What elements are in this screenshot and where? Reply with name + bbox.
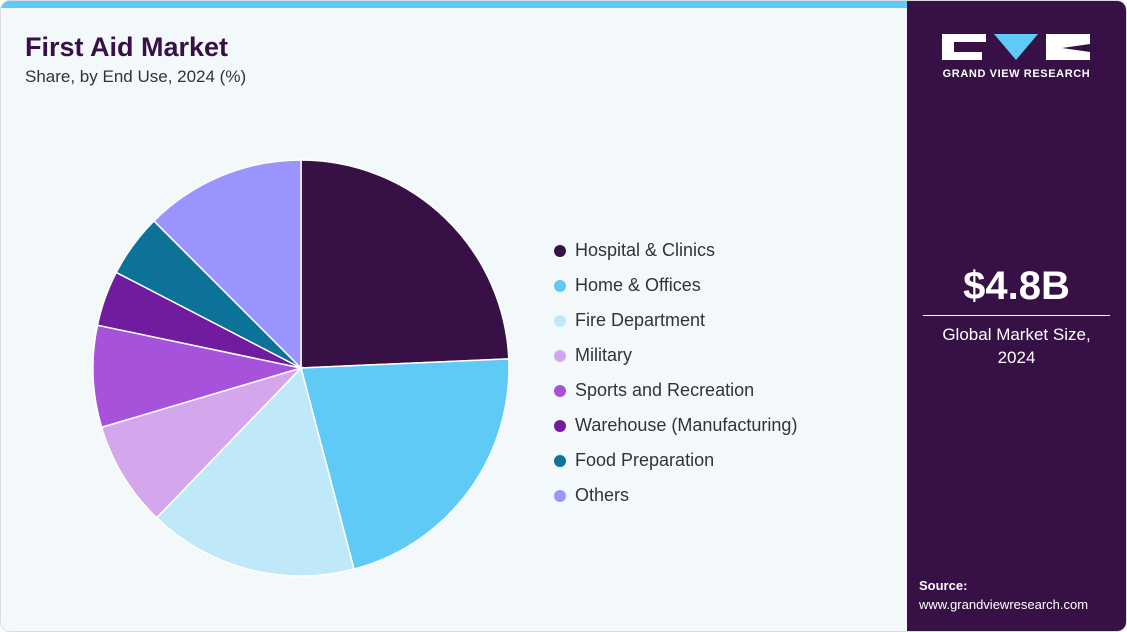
- chart-panel: First Aid Market Share, by End Use, 2024…: [1, 8, 907, 631]
- pie-slice-home-offices: [300, 358, 510, 571]
- pie-slice-fire-department: [155, 366, 355, 577]
- legend-item-warehouse-manufacturing: Warehouse (Manufacturing): [554, 408, 797, 443]
- legend-item-military: Military: [554, 338, 797, 373]
- chart-legend: Hospital & Clinics Home & Offices Fire Dep…: [554, 233, 797, 513]
- legend-swatch: [554, 244, 566, 257]
- chart-subtitle: Share, by End Use, 2024 (%): [25, 67, 247, 86]
- legend-swatch: [554, 384, 566, 397]
- market-size-caption: Global Market Size, 2024: [942, 325, 1091, 367]
- legend-item-food-preparation: Food Preparation: [554, 443, 797, 478]
- sidebar: GRAND VIEW RESEARCH $4.8B Global Market …: [907, 1, 1126, 631]
- brand-name: GRAND VIEW RESEARCH: [942, 68, 1091, 80]
- legend-label: Food Preparation: [575, 450, 715, 470]
- legend-item-others: Others: [554, 478, 797, 513]
- legend-item-fire-department: Fire Department: [554, 303, 797, 338]
- pie-slice-others: [152, 159, 302, 370]
- legend-label: Military: [575, 345, 632, 365]
- pie-slice-military: [100, 366, 304, 519]
- divider: [923, 315, 1110, 316]
- legend-swatch: [554, 454, 566, 467]
- accent-bar: [1, 1, 907, 8]
- source-label: Source:: [919, 578, 968, 593]
- legend-swatch: [554, 419, 566, 432]
- legend-item-home-offices: Home & Offices: [554, 268, 797, 303]
- legend-label: Home & Offices: [575, 275, 701, 295]
- legend-swatch: [554, 489, 566, 502]
- legend-label: Others: [575, 485, 630, 505]
- legend-swatch: [554, 279, 566, 292]
- legend-item-hospital-clinics: Hospital & Clinics: [554, 233, 797, 268]
- market-size-value: $4.8B: [963, 264, 1070, 308]
- legend-label: Hospital & Clinics: [575, 240, 716, 260]
- legend-swatch: [554, 314, 566, 327]
- legend-label: Sports and Recreation: [575, 380, 755, 400]
- source-url[interactable]: www.grandviewresearch.com: [919, 597, 1089, 612]
- gvr-logo-icon: [942, 34, 1090, 60]
- legend-label: Warehouse (Manufacturing): [575, 415, 798, 435]
- pie-chart: [92, 159, 510, 577]
- legend-label: Fire Department: [575, 310, 706, 330]
- pie-slice-hospital-clinics: [300, 159, 510, 369]
- chart-title: First Aid Market: [25, 32, 229, 62]
- legend-swatch: [554, 349, 566, 362]
- legend-item-sports-and-recreation: Sports and Recreation: [554, 373, 797, 408]
- pie-slice-sports-and-recreation: [92, 324, 302, 429]
